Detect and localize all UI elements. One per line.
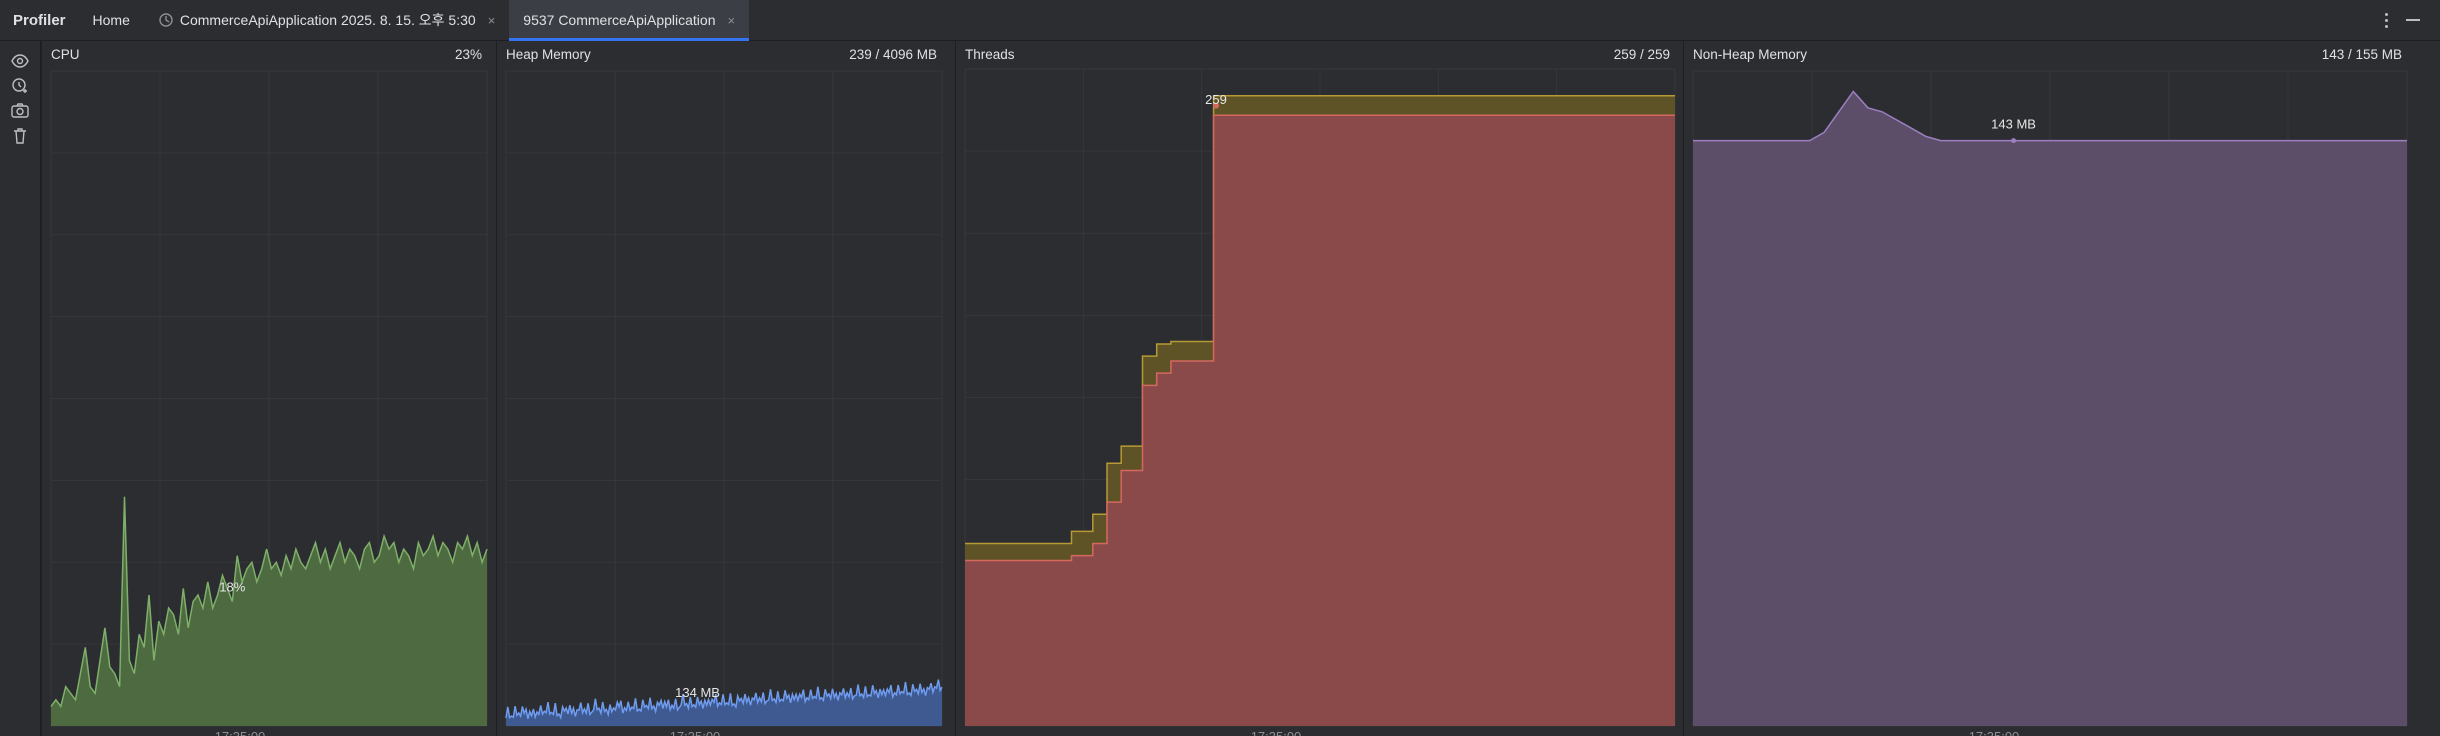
- heap-title: Heap Memory: [506, 47, 591, 62]
- minimize-icon[interactable]: [2406, 19, 2420, 21]
- heap-marker-label: 134 MB: [675, 685, 720, 700]
- tab-live-session[interactable]: 9537 CommerceApiApplication ×: [509, 0, 750, 41]
- non-heap-memory-chart: 143 MB 17:35:00: [1692, 70, 2408, 736]
- nonheap-title: Non-Heap Memory: [1693, 47, 1808, 62]
- threads-chart: 259 17:35:00: [964, 68, 1676, 736]
- heap-memory-chart: 134 MB 17:35:00: [505, 70, 943, 736]
- camera-icon[interactable]: [10, 101, 30, 121]
- cpu-time-tick: 17:35:00: [215, 729, 266, 736]
- tab-recorded-session-label: CommerceApiApplication 2025. 8. 15. 오후 5…: [179, 12, 476, 28]
- non-heap-memory-panel[interactable]: 143 MB 17:35:00 Non-Heap Memory 143 / 155…: [1683, 41, 2411, 736]
- nonheap-series-area: [1693, 91, 2407, 726]
- all-threads-line: [965, 95, 1675, 545]
- capture-snapshot-icon[interactable]: [10, 76, 30, 96]
- heap-time-tick: 17:35:00: [670, 729, 721, 736]
- close-icon[interactable]: ×: [487, 12, 496, 28]
- nonheap-marker-dot: [2011, 138, 2017, 144]
- tab-home-label: Home: [92, 12, 130, 28]
- close-icon[interactable]: ×: [727, 12, 736, 28]
- threads-marker-dot: [1212, 102, 1219, 109]
- threads-value: 259 / 259: [1613, 47, 1670, 62]
- tab-home[interactable]: Home: [79, 0, 144, 40]
- more-vertical-icon[interactable]: [2385, 12, 2388, 28]
- tab-bar: Profiler Home CommerceApiApplication 202…: [0, 0, 2440, 41]
- cpu-marker-label: 18%: [219, 580, 245, 595]
- tool-window-title: Profiler: [13, 11, 66, 29]
- cpu-series-area: [51, 496, 487, 726]
- left-toolbar: [0, 41, 41, 736]
- heap-value: 239 / 4096 MB: [849, 47, 937, 62]
- trash-icon[interactable]: [10, 126, 30, 146]
- cpu-series-line: [50, 496, 488, 709]
- threads-title: Threads: [965, 47, 1015, 62]
- nonheap-time-tick: 17:35:00: [1969, 729, 2020, 736]
- snapshot-icon: [158, 12, 174, 28]
- tab-recorded-session[interactable]: CommerceApiApplication 2025. 8. 15. 오후 5…: [144, 0, 509, 40]
- threads-panel[interactable]: 259 17:35:00 Threads 259 / 259: [955, 41, 1679, 736]
- live-threads-area: [965, 115, 1675, 726]
- eye-icon[interactable]: [10, 51, 30, 71]
- threads-marker-label: 259: [1205, 92, 1227, 107]
- nonheap-marker-label: 143 MB: [1991, 117, 2036, 132]
- threads-time-tick: 17:35:00: [1251, 729, 1302, 736]
- tab-live-session-label: 9537 CommerceApiApplication: [523, 12, 716, 28]
- nonheap-series-line: [1693, 90, 2407, 142]
- cpu-value: 23%: [454, 47, 482, 62]
- cpu-panel[interactable]: 18% 17:35:00 CPU 23%: [41, 41, 491, 736]
- live-threads-line: [965, 114, 1675, 562]
- cpu-title: CPU: [51, 47, 80, 62]
- cpu-chart: 18% 17:35:00: [50, 70, 488, 736]
- heap-series-line: [505, 679, 943, 720]
- nonheap-value: 143 / 155 MB: [2321, 47, 2402, 62]
- heap-memory-panel[interactable]: 134 MB 17:35:00 Heap Memory 239 / 4096 MB: [496, 41, 946, 736]
